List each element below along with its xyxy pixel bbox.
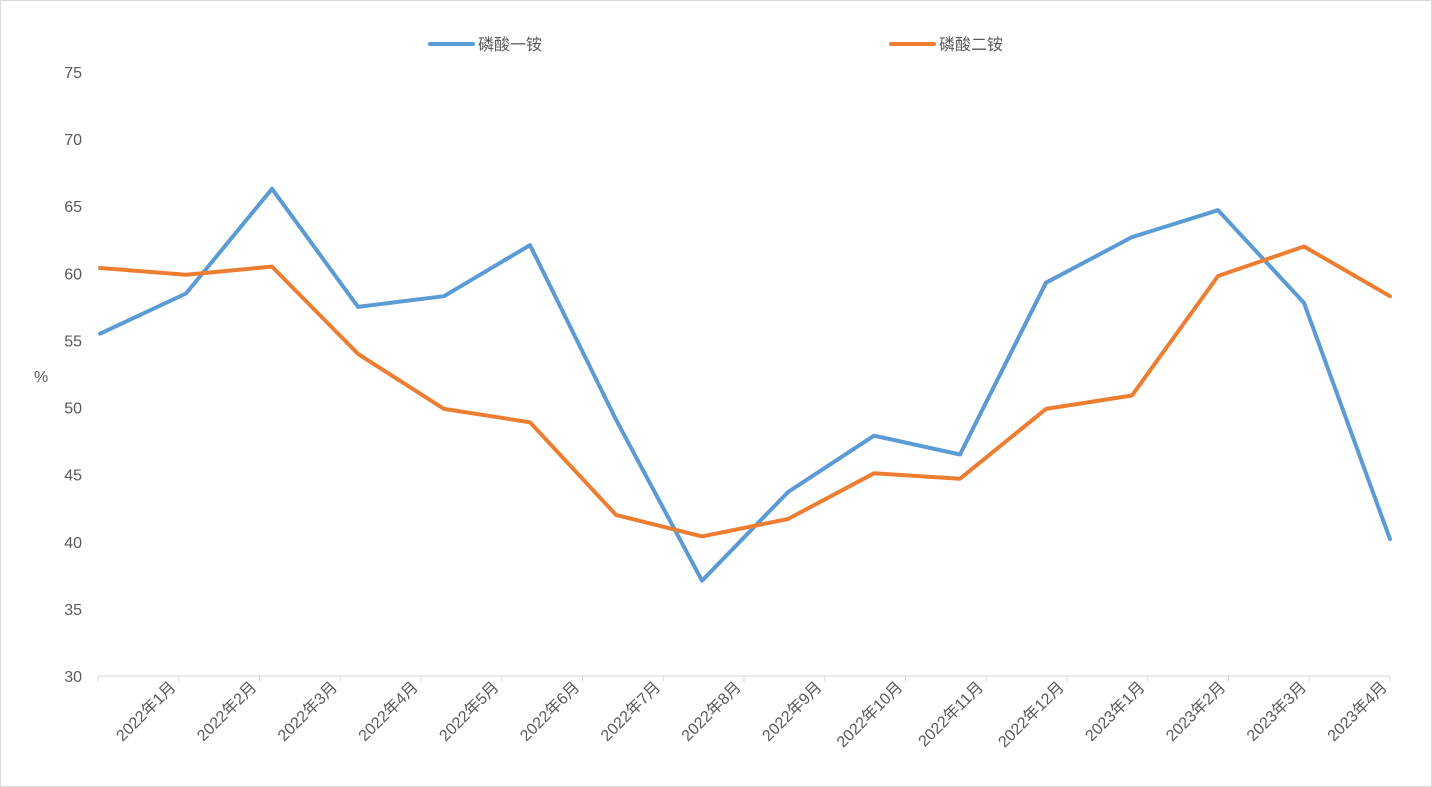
x-axis-ticks: 2022年1月 2022年2月 2022年3月 2022年4月 2022年5月 2022年…	[97, 676, 1391, 751]
x-tick-label: 2022年8月	[678, 678, 745, 745]
y-tick-label: 60	[64, 266, 82, 283]
y-tick-label: 55	[64, 333, 82, 350]
legend: 磷酸一铵 磷酸二铵	[428, 36, 1003, 54]
y-tick-label: 40	[64, 535, 82, 552]
series-layer	[98, 186, 1392, 583]
x-tick-label: 2022年6月	[517, 678, 584, 745]
y-tick-label: 35	[64, 602, 82, 619]
x-tick-label: 2023年2月	[1163, 678, 1230, 745]
x-tick-label: 2022年2月	[194, 678, 261, 745]
x-tick-label: 2022年5月	[436, 678, 503, 745]
x-tick-label: 2022年9月	[759, 678, 826, 745]
y-tick-label: 45	[64, 468, 82, 485]
x-tick-label: 2023年4月	[1324, 678, 1391, 745]
legend-label-series-2: 磷酸二铵	[939, 36, 1003, 54]
x-tick-label: 2022年4月	[355, 678, 422, 745]
y-axis-title: %	[34, 369, 48, 386]
x-tick-label: 2022年1月	[113, 678, 180, 745]
series-line-1	[98, 186, 1392, 583]
x-tick-label: 2022年10月	[833, 678, 906, 751]
y-tick-label: 75	[64, 65, 82, 82]
x-tick-label: 2023年1月	[1082, 678, 1149, 745]
y-tick-label: 65	[64, 199, 82, 216]
y-tick-label: 50	[64, 401, 82, 418]
y-tick-label: 30	[64, 669, 82, 686]
y-tick-label: 70	[64, 132, 82, 149]
x-tick-label: 2022年12月	[995, 678, 1068, 751]
x-tick-label: 2023年3月	[1243, 678, 1310, 745]
legend-label-series-1: 磷酸一铵	[478, 36, 542, 54]
series-line-2	[98, 244, 1392, 539]
x-tick-label: 2022年3月	[274, 678, 341, 745]
x-tick-label: 2022年7月	[597, 678, 664, 745]
x-tick-label: 2022年11月	[915, 678, 987, 750]
y-axis-ticks: 30 35 40 45 50 55 60 65 70 75	[64, 65, 82, 686]
